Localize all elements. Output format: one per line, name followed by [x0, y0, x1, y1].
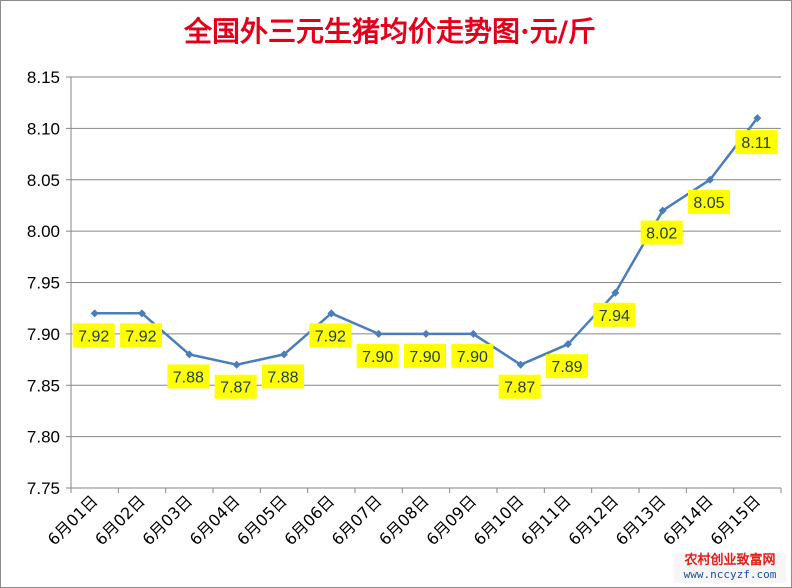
data-label-box [120, 323, 162, 348]
data-labels: 7.92 7.92 7.88 7.87 7.88 7.92 7.90 7.90 7.90 7.87… [72, 130, 778, 399]
data-label-box [309, 323, 352, 348]
watermark-site-name: 农村创业致富网 [684, 553, 776, 568]
y-tick-label: 7.75 [27, 479, 60, 498]
x-tick-label: 6月14日 [659, 491, 717, 549]
data-label-box [72, 323, 115, 348]
data-markers [90, 114, 762, 369]
data-point [90, 309, 99, 318]
data-label-box [167, 364, 210, 389]
data-label: 7.92 [78, 328, 109, 345]
data-label-box [498, 374, 541, 399]
data-point [280, 350, 288, 359]
data-point [753, 114, 762, 123]
data-point [185, 350, 194, 359]
x-tick-label: 6月04日 [186, 491, 244, 549]
x-tick-label: 6月02日 [91, 491, 149, 549]
x-tick-label: 6月15日 [706, 491, 764, 549]
y-tick-label: 7.95 [27, 274, 60, 293]
x-tick-label: 6月06日 [280, 491, 338, 549]
data-label-box [451, 343, 494, 368]
data-label-box [640, 220, 683, 245]
data-point [658, 206, 667, 215]
y-tick-label: 8.05 [27, 171, 60, 190]
data-label-box [404, 343, 446, 368]
x-tick-label: 6月09日 [422, 491, 480, 549]
data-label: 7.88 [267, 369, 298, 386]
data-label: 7.89 [551, 359, 582, 376]
data-point [327, 309, 336, 318]
data-label: 7.88 [173, 369, 204, 386]
x-tick-label: 6月08日 [375, 491, 433, 549]
data-label: 7.90 [457, 349, 488, 366]
data-label-box [262, 364, 304, 389]
watermark-url: www.nccyzf.com [683, 568, 777, 581]
y-tick-label: 7.90 [27, 325, 60, 344]
data-point [516, 360, 525, 369]
x-tick-label: 6月13日 [612, 491, 670, 549]
data-label: 7.87 [220, 380, 251, 397]
data-label: 8.05 [693, 195, 724, 212]
data-label: 7.90 [409, 349, 440, 366]
data-label: 8.02 [646, 226, 677, 243]
data-label: 7.92 [315, 328, 346, 345]
data-label-box [735, 130, 778, 155]
data-label: 7.87 [504, 380, 535, 397]
data-point [706, 175, 714, 184]
x-tick-label: 6月03日 [138, 491, 196, 549]
data-label-box [593, 302, 636, 327]
x-tick-labels: 6月01日6月02日6月03日6月04日6月05日6月06日6月07日6月08日… [44, 491, 764, 549]
x-tick-label: 6月12日 [564, 491, 622, 549]
data-label: 8.11 [741, 135, 771, 152]
x-tick-label: 6月10日 [470, 491, 528, 549]
x-tick-label: 6月07日 [328, 491, 386, 549]
y-tick-label: 8.15 [27, 68, 60, 87]
x-tick-label: 6月11日 [517, 491, 575, 549]
data-point [469, 329, 478, 338]
data-label: 7.90 [362, 349, 393, 366]
y-tick-labels: 7.75 7.80 7.85 7.90 7.95 8.00 8.05 8.10 8.15 [27, 68, 60, 498]
x-tick-label: 6月01日 [44, 491, 102, 549]
axes [66, 76, 782, 493]
data-label-box [356, 343, 399, 368]
data-label: 7.94 [599, 308, 630, 325]
y-tick-label: 7.85 [27, 376, 60, 395]
data-point [611, 288, 620, 297]
data-label-box [688, 189, 730, 214]
data-label-box [214, 374, 257, 399]
data-label: 7.92 [125, 328, 156, 345]
data-point [374, 329, 383, 338]
x-tick-label: 6月05日 [233, 491, 291, 549]
data-point [232, 360, 241, 369]
chart-title: 全国外三元生猪均价走势图·元/斤 [183, 15, 596, 48]
data-point [138, 309, 146, 318]
data-label-box [546, 354, 588, 379]
y-tick-label: 8.10 [27, 119, 60, 138]
y-tick-label: 8.00 [27, 222, 60, 241]
y-tick-label: 7.80 [27, 428, 60, 447]
data-point [564, 340, 572, 349]
watermark: 农村创业致富网 www.nccyzf.com [674, 553, 786, 583]
data-point [422, 329, 430, 338]
